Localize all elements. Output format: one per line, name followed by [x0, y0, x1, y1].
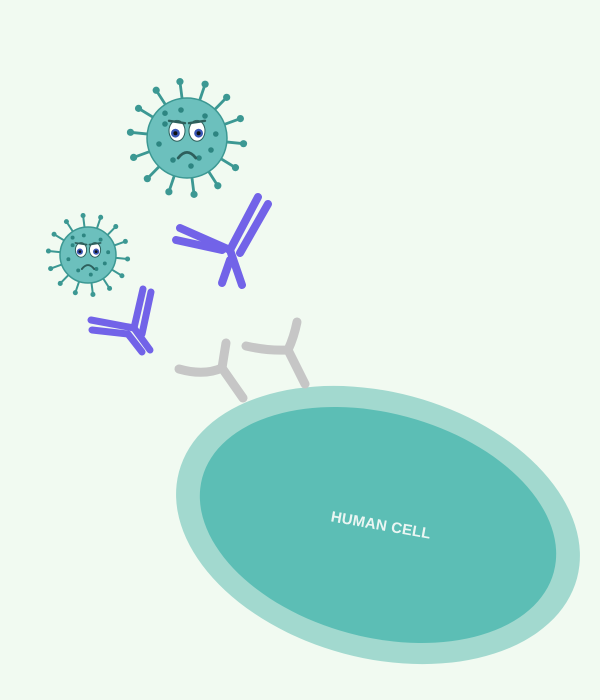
virus-small — [45, 213, 131, 297]
virus-spike-tip — [72, 290, 78, 296]
virus-spot — [70, 235, 75, 240]
virus-spot — [202, 113, 208, 119]
virus-spike-tip — [113, 224, 119, 230]
virus-spot — [188, 163, 194, 169]
receptor-right — [241, 317, 310, 389]
virus-spike-tip — [201, 80, 209, 88]
virus-spot — [98, 237, 103, 242]
virus-pupil-core — [173, 131, 178, 136]
virus-spike-tip — [130, 153, 138, 162]
virus-spike-tip — [80, 213, 86, 219]
virus-mouth — [80, 264, 96, 270]
virus-spot — [208, 147, 214, 153]
virus-spike-tip — [51, 231, 57, 237]
virus-spot — [102, 261, 107, 266]
virus-spike-tip — [126, 128, 135, 136]
virus-spike-tip — [125, 256, 131, 262]
virus-pupil-core — [78, 250, 82, 254]
virus-spike-tip — [152, 86, 160, 94]
virus-spike-tip — [143, 175, 151, 183]
virus-spot — [81, 233, 86, 238]
virus-spike-tip — [90, 291, 96, 297]
virus-spot — [70, 243, 75, 248]
virus-spot — [213, 131, 219, 137]
virus-eyebrow — [187, 119, 207, 125]
virus-body — [59, 226, 117, 284]
virus-spike-tip — [107, 285, 113, 291]
virus-spot — [170, 157, 176, 163]
virus-pupil-core — [94, 250, 98, 254]
antibody-small — [87, 285, 155, 356]
virus-spike-tip — [190, 190, 198, 198]
virus-spike-tip — [122, 238, 128, 244]
virus-spot — [196, 155, 202, 161]
virus-spike-tip — [239, 140, 248, 148]
virus-spot — [156, 141, 162, 147]
virus-spot — [88, 272, 93, 277]
receptor-left — [174, 338, 248, 403]
virus-spot — [178, 107, 184, 113]
virus-spike-tip — [63, 219, 69, 225]
cell-body — [199, 407, 557, 643]
virus-eyebrow — [167, 119, 187, 125]
virus-large — [126, 78, 248, 198]
human-cell: HUMAN CELL — [176, 385, 580, 665]
virus-spike-tip — [57, 280, 63, 286]
virus-eyebrow — [74, 242, 88, 246]
virus-spike-tip — [48, 266, 54, 272]
virus-spike-tip — [214, 182, 222, 190]
virus-spot — [106, 250, 111, 255]
virus-spike-tip — [223, 93, 231, 101]
virus-spot — [94, 267, 99, 271]
virus-spike-tip — [134, 104, 143, 112]
virus-spot — [162, 110, 168, 116]
virus-spot — [76, 268, 81, 273]
virus-pupil-core — [196, 131, 201, 136]
virus-spike-tip — [119, 273, 125, 279]
virus-spike-tip — [45, 248, 51, 254]
virus-spike-tip — [165, 188, 173, 196]
virus-spike-tip — [176, 78, 184, 86]
virus-eyebrow — [88, 242, 102, 246]
virus-spike-tip — [236, 114, 244, 123]
antibody-large — [172, 193, 272, 289]
virus-spike-tip — [98, 214, 104, 220]
virus-spike-tip — [231, 164, 240, 172]
virus-spot — [162, 121, 168, 127]
virus-spot — [66, 257, 71, 262]
virus-body — [146, 97, 228, 179]
virus-mouth — [176, 151, 198, 160]
